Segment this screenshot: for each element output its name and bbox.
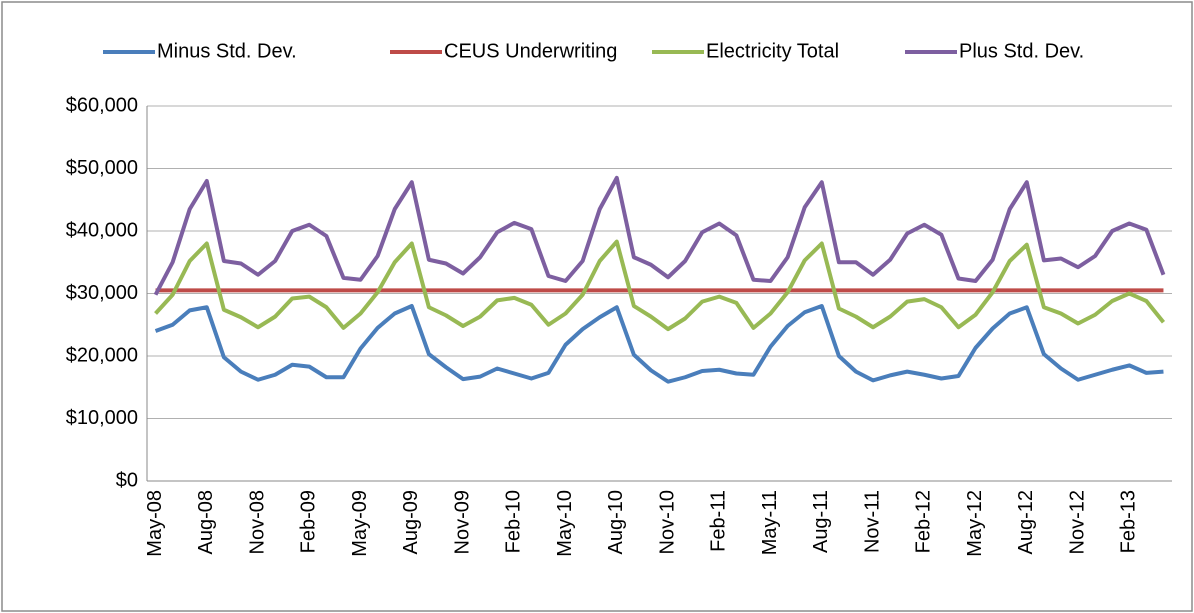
y-tick-label: $30,000	[66, 282, 138, 304]
y-tick-label: $20,000	[66, 344, 138, 366]
x-tick-label: Feb-10	[503, 490, 525, 553]
x-tick-label: Aug-12	[1015, 490, 1037, 555]
y-tick-label: $10,000	[66, 407, 138, 429]
x-tick-label: Feb-11	[708, 490, 730, 552]
x-tick-label: Nov-09	[451, 490, 473, 554]
x-tick-label: Aug-11	[810, 490, 832, 553]
x-tick-label: Nov-10	[656, 490, 678, 554]
x-tick-label: May-10	[554, 490, 576, 557]
x-tick-label: Nov-12	[1066, 490, 1088, 554]
y-tick-label: $0	[116, 469, 138, 491]
x-tick-label: Feb-13	[1118, 490, 1140, 553]
x-tick-label: Aug-10	[605, 490, 627, 555]
x-tick-label: Nov-11	[861, 490, 883, 553]
x-tick-label: May-12	[964, 490, 986, 557]
series-line	[154, 304, 1164, 384]
y-tick-label: $60,000	[66, 94, 138, 116]
legend-label: Minus Std. Dev.	[157, 40, 297, 62]
x-tick-label: Aug-08	[195, 490, 217, 555]
x-tick-label: May-09	[349, 490, 371, 557]
y-tick-label: $50,000	[66, 157, 138, 179]
series-line	[153, 175, 1166, 296]
legend-label: Electricity Total	[706, 40, 839, 62]
legend-label: CEUS Underwriting	[444, 40, 617, 62]
legend-label: Plus Std. Dev.	[959, 40, 1084, 62]
x-tick-label: Feb-09	[298, 490, 320, 553]
x-tick-label: May-08	[144, 490, 166, 557]
x-tick-label: Nov-08	[246, 490, 268, 554]
series-line	[154, 239, 1166, 332]
x-tick-label: Aug-09	[400, 490, 422, 555]
x-tick-label: May-11	[759, 490, 781, 555]
y-tick-label: $40,000	[66, 219, 138, 241]
x-tick-label: Feb-12	[913, 490, 935, 553]
